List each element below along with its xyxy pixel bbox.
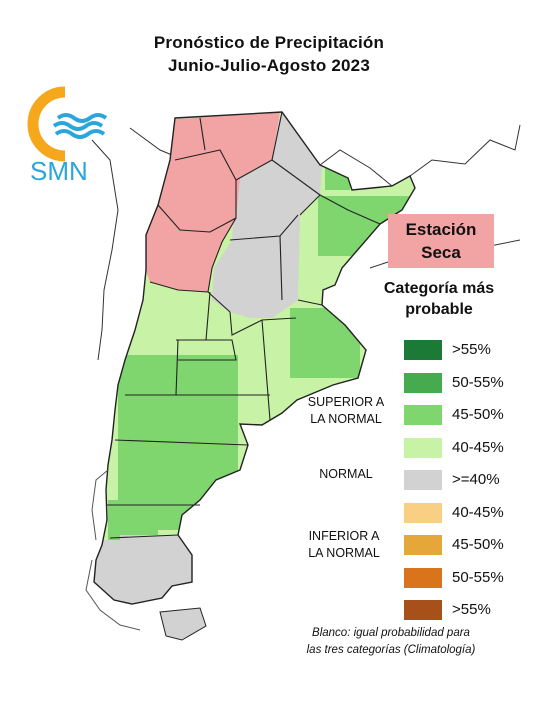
- legend-swatch: [404, 535, 442, 555]
- group-above-line2: LA NORMAL: [310, 412, 382, 426]
- legend-swatch: [404, 340, 442, 360]
- map-title: Pronóstico de Precipitación: [153, 33, 385, 52]
- legend-group-normal: NORMAL: [319, 467, 373, 481]
- legend-label: 50-55%: [452, 568, 504, 586]
- legend-swatch: [404, 405, 442, 425]
- coastline: [85, 469, 141, 631]
- legend-label: 40-45%: [452, 438, 504, 456]
- dry-season-line1: Estación: [405, 220, 477, 239]
- legend-swatch: [404, 502, 442, 523]
- legend-swatch: [404, 372, 442, 393]
- group-above-line1: SUPERIOR A: [307, 395, 385, 409]
- legend-label: >=40%: [452, 471, 500, 488]
- legend-title: Categoría más probable: [372, 278, 506, 320]
- legend-label: >55%: [452, 601, 491, 618]
- legend-swatch: [404, 567, 442, 588]
- logo-text: SMN: [30, 156, 88, 184]
- smn-logo: SMN: [27, 86, 108, 184]
- legend-label: 50-55%: [452, 373, 504, 391]
- tierra-del-fuego: [159, 607, 207, 641]
- footnote-line1: Blanco: igual probabilidad para: [312, 627, 470, 639]
- dry-season-label: Estación Seca: [388, 214, 494, 268]
- legend-label: 45-50%: [452, 536, 504, 553]
- legend-group-below: INFERIOR A LA NORMAL: [294, 528, 394, 562]
- group-below-line1: INFERIOR A: [308, 529, 380, 543]
- legend-title-line1: Categoría más: [383, 280, 495, 297]
- dry-season-line2: Seca: [421, 243, 461, 262]
- footnote-line2: las tres categorías (Climatología): [306, 644, 476, 656]
- legend-label: 40-45%: [452, 503, 504, 521]
- legend-title-line2: probable: [405, 301, 473, 318]
- footnote: Blanco: igual probabilidad para las tres…: [276, 625, 506, 659]
- legend-group-above: SUPERIOR A LA NORMAL: [298, 394, 394, 428]
- legend-label: 45-50%: [452, 406, 504, 423]
- legend-label: >55%: [452, 341, 491, 358]
- legend-swatch: [404, 470, 442, 490]
- legend-swatch: [404, 437, 442, 458]
- group-below-line2: LA NORMAL: [308, 546, 380, 560]
- map-subtitle: Junio-Julio-Agosto 2023: [167, 56, 370, 75]
- legend-swatch: [404, 600, 442, 620]
